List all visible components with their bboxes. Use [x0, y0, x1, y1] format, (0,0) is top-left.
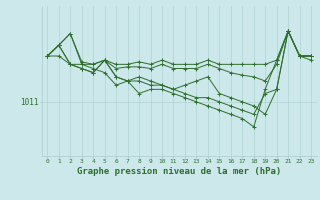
X-axis label: Graphe pression niveau de la mer (hPa): Graphe pression niveau de la mer (hPa) — [77, 167, 281, 176]
